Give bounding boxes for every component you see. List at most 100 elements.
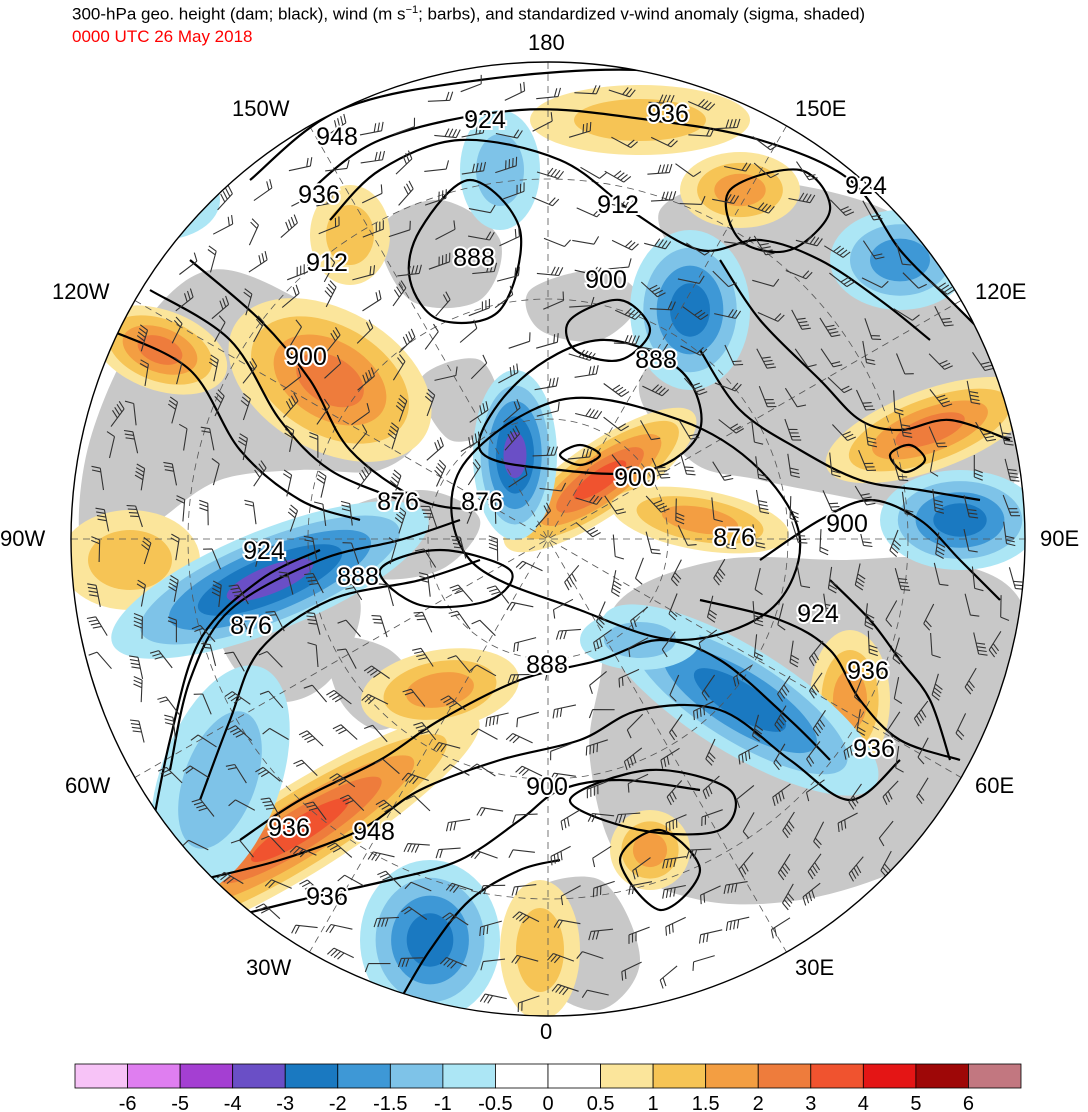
height-contour <box>699 598 961 762</box>
wind-barb <box>309 431 319 458</box>
wind-barb <box>424 388 436 417</box>
anomaly-shading <box>670 283 710 337</box>
wind-barb <box>630 606 649 630</box>
wind-barb <box>435 847 461 859</box>
wind-barb <box>685 242 713 256</box>
wind-barb <box>753 634 764 661</box>
wind-barb <box>858 449 877 472</box>
wind-barb <box>280 214 298 239</box>
colorbar-tick-label: -6 <box>119 1093 137 1112</box>
wind-barb <box>864 422 878 448</box>
lon-label-180: 180 <box>528 30 565 55</box>
wind-barb <box>171 316 183 344</box>
wind-barb <box>182 765 209 779</box>
wind-barb <box>327 113 347 136</box>
wind-barb <box>373 916 399 928</box>
contour-label: 876 <box>377 488 419 516</box>
wind-barb <box>777 675 791 702</box>
wind-barb <box>857 523 873 548</box>
wind-barb <box>893 676 903 704</box>
wind-barb <box>352 424 368 450</box>
map-title: 300-hPa geo. height (dam; black), wind (… <box>72 4 866 24</box>
wind-barb <box>551 983 579 996</box>
anomaly-shading <box>661 505 739 535</box>
lon-label-30w: 30W <box>246 955 292 980</box>
wind-barb <box>427 91 454 102</box>
graticule-layer <box>71 62 1025 1016</box>
wind-barb <box>853 676 864 704</box>
height-contour <box>149 289 401 502</box>
wind-barb <box>141 536 152 565</box>
wind-barb <box>682 306 709 321</box>
wind-barb <box>303 535 318 560</box>
wind-barb <box>933 562 949 586</box>
wind-barb <box>843 738 863 760</box>
wind-barb <box>898 414 913 438</box>
wind-barb <box>773 743 786 771</box>
wind-barb <box>424 160 450 172</box>
wind-barb <box>418 572 431 597</box>
wind-barb <box>253 179 273 202</box>
wind-barb <box>253 460 267 487</box>
wind-barb <box>862 340 876 366</box>
height-contour <box>407 178 523 325</box>
wind-barb <box>360 150 386 164</box>
wind-barb <box>683 377 708 396</box>
wind-barb <box>611 454 635 473</box>
wind-barb <box>496 266 520 282</box>
wind-barb <box>867 630 878 657</box>
wind-barb <box>228 584 249 605</box>
wind-barb <box>966 380 981 405</box>
wind-barb <box>791 309 811 330</box>
contour-label: 900 <box>585 266 627 294</box>
wind-barb <box>1002 494 1020 517</box>
wind-barb <box>626 713 644 739</box>
wind-barb <box>666 780 683 806</box>
wind-barb <box>375 799 402 815</box>
wind-barb <box>212 215 234 235</box>
wind-barb <box>724 344 744 366</box>
wind-barb <box>495 156 518 174</box>
colorbar-tick-label: -1 <box>434 1093 452 1112</box>
contour-label: 900 <box>526 773 568 801</box>
colorbar-tick-label: -5 <box>171 1093 189 1112</box>
wind-barb <box>395 394 408 422</box>
wind-barb <box>325 159 350 172</box>
wind-barb <box>401 772 429 785</box>
wind-barb <box>649 301 676 311</box>
wind-barb <box>1004 458 1020 482</box>
wind-barb <box>752 278 780 287</box>
wind-barb <box>388 537 397 565</box>
wind-barb <box>503 182 525 200</box>
wind-barb <box>352 265 376 281</box>
wind-barb <box>861 277 889 288</box>
wind-barb <box>395 150 413 175</box>
colorbar-swatch <box>652 1063 707 1089</box>
wind-barb <box>752 524 766 549</box>
wind-barb <box>404 881 432 892</box>
wind-barb <box>823 593 836 618</box>
wind-barb <box>593 629 612 652</box>
wind-barb <box>805 779 825 802</box>
wind-barb <box>753 162 779 179</box>
wind-barb <box>824 245 851 258</box>
wind-barb <box>167 396 179 424</box>
wind-barb <box>291 187 312 207</box>
wind-barb <box>714 308 742 319</box>
wind-barb <box>885 600 898 627</box>
colorbar-swatch <box>284 1063 339 1089</box>
wind-barb <box>665 814 687 833</box>
wind-barb <box>361 693 389 705</box>
wind-barb <box>126 504 143 528</box>
wind-barb <box>774 705 787 732</box>
wind-barb <box>506 601 534 611</box>
wind-barb <box>848 856 864 882</box>
wind-barb <box>467 458 481 486</box>
wind-barb <box>449 584 474 602</box>
wind-barb <box>628 637 649 658</box>
wind-barb <box>560 885 581 906</box>
wind-barb <box>572 236 600 245</box>
wind-barb <box>389 469 402 497</box>
